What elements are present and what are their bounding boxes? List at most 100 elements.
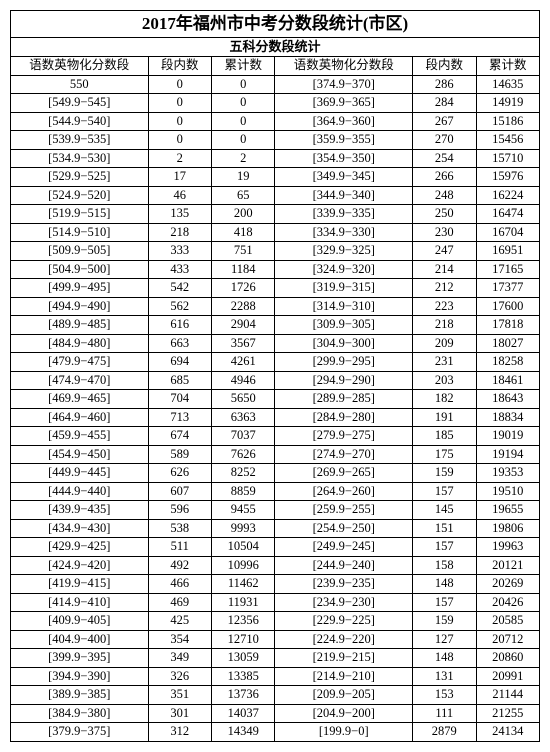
cell-range: [389.9−385] (11, 686, 149, 705)
cell-cum: 4261 (212, 353, 275, 372)
cell-count: 127 (413, 630, 476, 649)
col-header-count-left: 段内数 (148, 57, 211, 76)
cell-range: [374.9−370] (275, 75, 413, 94)
cell-range: [474.9−470] (11, 371, 149, 390)
cell-range: [319.9−315] (275, 279, 413, 298)
table-container: 2017年福州市中考分数段统计(市区) 五科分数段统计 语数英物化分数段 段内数… (10, 10, 540, 742)
cell-count: 153 (413, 686, 476, 705)
cell-range: [259.9−255] (275, 501, 413, 520)
cell-cum: 16704 (476, 223, 540, 242)
cell-count: 542 (148, 279, 211, 298)
cell-cum: 2904 (212, 316, 275, 335)
cell-range: [219.9−215] (275, 649, 413, 668)
cell-count: 562 (148, 297, 211, 316)
col-header-count-right: 段内数 (413, 57, 476, 76)
cell-count: 469 (148, 593, 211, 612)
cell-cum: 16224 (476, 186, 540, 205)
cell-range: [524.9−520] (11, 186, 149, 205)
cell-cum: 13736 (212, 686, 275, 705)
cell-count: 175 (413, 445, 476, 464)
table-row: [544.9−540]00[364.9−360]26715186 (11, 112, 540, 131)
cell-count: 713 (148, 408, 211, 427)
cell-range: [244.9−240] (275, 556, 413, 575)
cell-count: 596 (148, 501, 211, 520)
table-row: [494.9−490]5622288[314.9−310]22317600 (11, 297, 540, 316)
cell-cum: 1726 (212, 279, 275, 298)
cell-cum: 18027 (476, 334, 540, 353)
cell-range: [199.9−0] (275, 723, 413, 742)
cell-count: 214 (413, 260, 476, 279)
cell-count: 270 (413, 131, 476, 150)
table-row: [534.9−530]22[354.9−350]25415710 (11, 149, 540, 168)
cell-range: [299.9−295] (275, 353, 413, 372)
table-row: [409.9−405]42512356[229.9−225]15920585 (11, 612, 540, 631)
cell-cum: 9455 (212, 501, 275, 520)
cell-range: [544.9−540] (11, 112, 149, 131)
cell-cum: 13385 (212, 667, 275, 686)
cell-range: [269.9−265] (275, 464, 413, 483)
cell-cum: 14919 (476, 94, 540, 113)
table-row: [499.9−495]5421726[319.9−315]21217377 (11, 279, 540, 298)
table-row: [504.9−500]4331184[324.9−320]21417165 (11, 260, 540, 279)
table-row: [444.9−440]6078859[264.9−260]15719510 (11, 482, 540, 501)
cell-range: [304.9−300] (275, 334, 413, 353)
cell-cum: 17600 (476, 297, 540, 316)
cell-cum: 7037 (212, 427, 275, 446)
cell-range: [444.9−440] (11, 482, 149, 501)
cell-range: [494.9−490] (11, 297, 149, 316)
cell-range: [294.9−290] (275, 371, 413, 390)
cell-cum: 20991 (476, 667, 540, 686)
col-header-range-left: 语数英物化分数段 (11, 57, 149, 76)
cell-range: [384.9−380] (11, 704, 149, 723)
cell-cum: 19194 (476, 445, 540, 464)
cell-range: [439.9−435] (11, 501, 149, 520)
cell-count: 267 (413, 112, 476, 131)
cell-range: [514.9−510] (11, 223, 149, 242)
cell-range: [499.9−495] (11, 279, 149, 298)
table-row: [469.9−465]7045650[289.9−285]18218643 (11, 390, 540, 409)
cell-cum: 13059 (212, 649, 275, 668)
cell-cum: 21255 (476, 704, 540, 723)
cell-cum: 14037 (212, 704, 275, 723)
cell-cum: 17818 (476, 316, 540, 335)
table-row: [424.9−420]49210996[244.9−240]15820121 (11, 556, 540, 575)
table-row: [459.9−455]6747037[279.9−275]18519019 (11, 427, 540, 446)
cell-range: [324.9−320] (275, 260, 413, 279)
cell-cum: 65 (212, 186, 275, 205)
cell-range: [379.9−375] (11, 723, 149, 742)
cell-cum: 5650 (212, 390, 275, 409)
cell-cum: 15976 (476, 168, 540, 187)
cell-cum: 24134 (476, 723, 540, 742)
table-row: [384.9−380]30114037[204.9−200]11121255 (11, 704, 540, 723)
cell-count: 694 (148, 353, 211, 372)
cell-cum: 11462 (212, 575, 275, 594)
table-row: [524.9−520]4665[344.9−340]24816224 (11, 186, 540, 205)
cell-cum: 15710 (476, 149, 540, 168)
cell-count: 46 (148, 186, 211, 205)
cell-count: 182 (413, 390, 476, 409)
cell-count: 538 (148, 519, 211, 538)
table-row: [464.9−460]7136363[284.9−280]19118834 (11, 408, 540, 427)
cell-count: 185 (413, 427, 476, 446)
table-row: [529.9−525]1719[349.9−345]26615976 (11, 168, 540, 187)
cell-count: 131 (413, 667, 476, 686)
cell-cum: 1184 (212, 260, 275, 279)
cell-range: [399.9−395] (11, 649, 149, 668)
cell-cum: 2288 (212, 297, 275, 316)
cell-range: [234.9−230] (275, 593, 413, 612)
cell-cum: 4946 (212, 371, 275, 390)
cell-count: 159 (413, 612, 476, 631)
cell-count: 17 (148, 168, 211, 187)
cell-count: 312 (148, 723, 211, 742)
cell-range: [209.9−205] (275, 686, 413, 705)
cell-cum: 20426 (476, 593, 540, 612)
cell-range: [459.9−455] (11, 427, 149, 446)
cell-count: 254 (413, 149, 476, 168)
cell-cum: 8252 (212, 464, 275, 483)
cell-cum: 18834 (476, 408, 540, 427)
cell-cum: 18643 (476, 390, 540, 409)
cell-range: [484.9−480] (11, 334, 149, 353)
table-body: 55000[374.9−370]28614635[549.9−545]00[36… (11, 75, 540, 741)
cell-count: 0 (148, 75, 211, 94)
cell-count: 248 (413, 186, 476, 205)
